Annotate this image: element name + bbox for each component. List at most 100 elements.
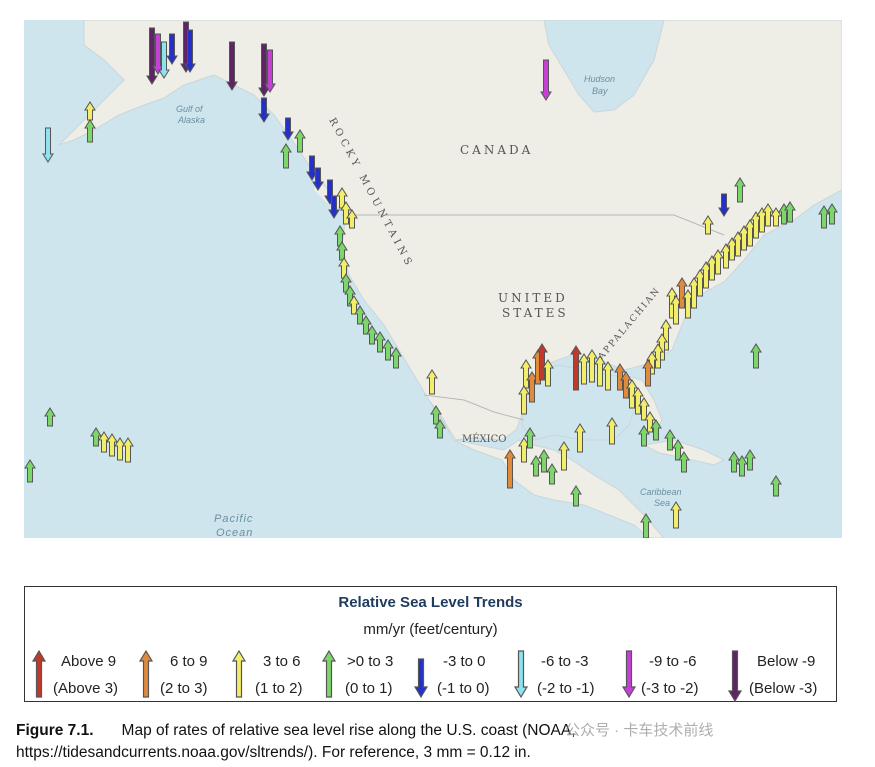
station-arrow	[294, 129, 306, 153]
station-arrow	[712, 249, 724, 275]
station-arrow	[702, 215, 714, 235]
station-arrow	[184, 29, 196, 73]
station-arrow	[818, 205, 830, 229]
legend-units: mm/yr (feet/century)	[363, 621, 498, 638]
station-arrow	[640, 513, 652, 538]
station-arrow	[676, 277, 688, 309]
station-arrow	[744, 449, 756, 471]
station-arrow	[366, 325, 378, 345]
label-caribbean-1: Caribbean	[640, 487, 682, 497]
station-arrow	[652, 343, 664, 369]
station-arrow	[728, 451, 740, 473]
station-arrow	[312, 167, 324, 191]
legend-title: Relative Sea Level Trends	[338, 594, 523, 611]
legend-arrow-up-icon	[321, 649, 337, 698]
station-arrow	[360, 315, 372, 335]
legend-arrow-down-icon	[513, 650, 529, 699]
legend-label: -6 to -3	[541, 653, 589, 670]
watermark: 公众号 · 卡车技术前线	[565, 722, 714, 739]
station-arrow	[346, 209, 358, 229]
legend-label: 6 to 9	[170, 653, 208, 670]
legend-label: 3 to 6	[263, 653, 301, 670]
legend-sublabel: (-2 to -1)	[537, 680, 595, 697]
station-arrow	[536, 343, 548, 381]
station-arrow	[614, 363, 626, 391]
legend-label: -3 to 0	[443, 653, 486, 670]
label-states: STATES	[502, 306, 569, 320]
legend-label: >0 to 3	[347, 653, 394, 670]
station-arrow	[578, 353, 590, 385]
station-arrow	[594, 355, 606, 387]
legend-sublabel: (-1 to 0)	[437, 680, 490, 697]
label-mexico: MÉXICO	[462, 433, 506, 445]
station-arrow	[374, 331, 386, 353]
station-arrow	[538, 449, 550, 473]
station-arrow	[736, 455, 748, 477]
station-arrow	[280, 143, 292, 169]
station-arrow	[430, 405, 442, 425]
station-arrow	[826, 203, 838, 225]
station-arrow	[750, 343, 762, 369]
station-arrow	[620, 371, 632, 399]
station-arrow	[670, 501, 682, 529]
station-arrow	[328, 195, 340, 219]
station-arrow	[642, 359, 654, 387]
station-arrow	[602, 361, 614, 391]
station-arrow	[606, 417, 618, 445]
station-arrow	[336, 241, 348, 261]
station-arrow	[784, 201, 796, 223]
station-arrow	[24, 459, 36, 483]
station-arrow	[770, 475, 782, 497]
legend-arrow-up-icon	[138, 649, 154, 698]
station-arrow	[426, 369, 438, 395]
station-arrow	[258, 97, 270, 123]
station-arrow	[106, 433, 118, 457]
station-arrow	[570, 485, 582, 507]
station-arrow	[504, 449, 516, 489]
station-arrow	[226, 41, 238, 91]
station-arrow	[158, 41, 170, 79]
legend-sublabel: (2 to 3)	[160, 680, 208, 697]
label-hudson-1: Hudson	[584, 74, 615, 84]
station-arrow	[146, 27, 158, 85]
station-arrow	[650, 419, 662, 441]
figure-caption: Figure 7.1. Map of rates of relative sea …	[16, 720, 866, 764]
station-arrow	[390, 347, 402, 369]
legend-sublabel: (0 to 1)	[345, 680, 393, 697]
label-gulf-of-alaska-1: Gulf of	[176, 104, 204, 114]
station-arrow	[166, 33, 178, 65]
label-hudson-2: Bay	[592, 86, 608, 96]
station-arrow	[382, 339, 394, 361]
station-arrow	[44, 407, 56, 427]
caption-text: Map of rates of relative sea level rise …	[16, 722, 576, 761]
legend-label: Above 9	[61, 653, 117, 670]
station-arrow	[558, 441, 570, 471]
legend-arrow-up-icon	[231, 649, 247, 698]
legend: Relative Sea Level Trends mm/yr (feet/ce…	[24, 586, 837, 703]
station-arrow	[638, 425, 650, 447]
station-arrow	[90, 427, 102, 447]
station-arrow	[678, 451, 690, 473]
station-arrow	[348, 295, 360, 315]
label-canada: CANADA	[460, 143, 533, 157]
station-arrow	[518, 385, 530, 415]
station-arrow	[570, 345, 582, 391]
legend-arrow-down-icon	[621, 650, 637, 699]
station-arrow	[718, 193, 730, 217]
legend-arrow-down-icon	[727, 650, 743, 703]
station-markers	[24, 21, 838, 538]
station-arrow	[626, 379, 638, 409]
station-arrow	[762, 203, 774, 227]
station-arrow	[574, 423, 586, 453]
legend-sublabel: (-3 to -2)	[641, 680, 699, 697]
station-arrow	[638, 397, 650, 421]
sea-level-map: CANADA ROCKY MOUNTAINS UNITED STATES MÉX…	[24, 20, 842, 538]
figure-number: Figure 7.1.	[16, 722, 94, 739]
station-arrow	[664, 429, 676, 451]
station-arrow	[524, 427, 536, 449]
station-arrow	[122, 437, 134, 463]
station-arrow	[632, 387, 644, 415]
station-arrow	[672, 439, 684, 461]
label-united: UNITED	[498, 291, 568, 305]
legend-sublabel: (Above 3)	[53, 680, 119, 697]
